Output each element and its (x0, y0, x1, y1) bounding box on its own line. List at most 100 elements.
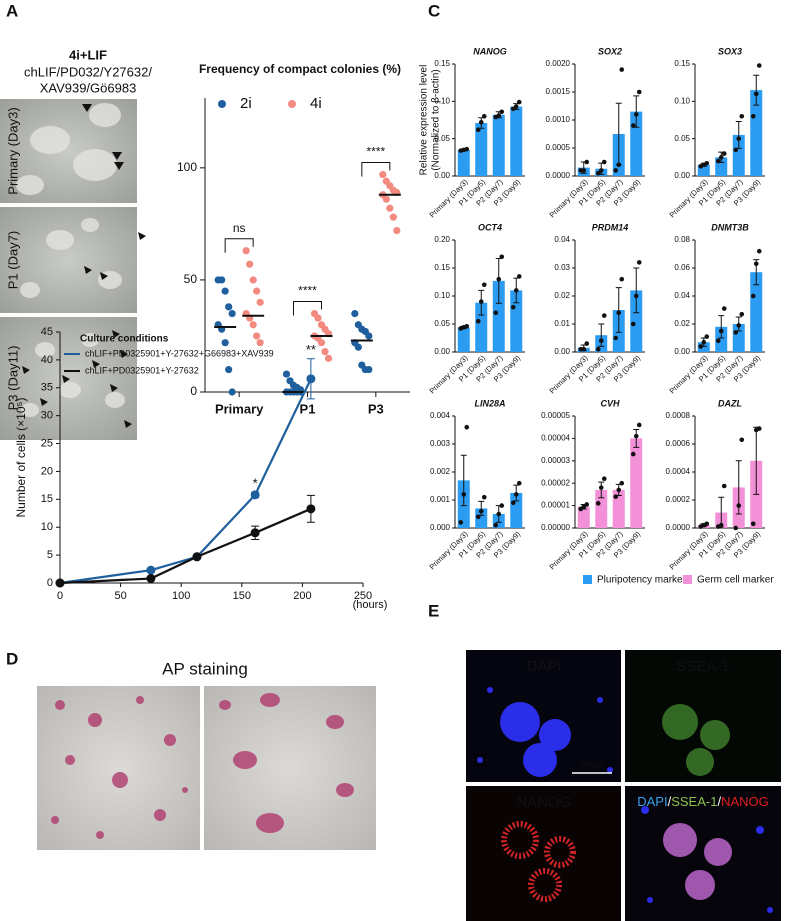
y-tick-label: 100 (177, 160, 197, 174)
y-tick-label: 10 (41, 521, 53, 533)
data-point (718, 328, 724, 334)
data-point (516, 99, 522, 105)
data-point (249, 321, 257, 329)
data-point (481, 494, 487, 500)
legend-label: chLIF+PD0325901+Y-27632+G66983+XAV939 (85, 348, 274, 358)
data-point (753, 91, 759, 97)
data-point (499, 254, 505, 260)
data-point (478, 508, 484, 514)
legend-label: Pluripotency marker (597, 575, 687, 586)
data-point (499, 503, 505, 508)
data-point (510, 304, 516, 310)
x-tick-label: 150 (233, 590, 251, 602)
image-header: 4i+LIF (69, 47, 107, 62)
y-tick-label: 0.004 (430, 411, 451, 420)
subplot-title: SOX3 (718, 46, 742, 56)
data-point (733, 525, 739, 531)
significance-label: * (253, 476, 258, 491)
data-point (613, 168, 619, 173)
fluorescence-images (466, 650, 781, 921)
data-point (393, 227, 401, 235)
x-tick-label: P3 (368, 401, 384, 416)
legend-marker (218, 100, 226, 108)
y-tick-label: 0.00 (554, 347, 570, 356)
data-point (736, 136, 742, 141)
data-point (379, 170, 387, 179)
data-point (736, 323, 742, 328)
data-point (221, 339, 229, 347)
data-point (633, 433, 639, 439)
data-point (756, 248, 762, 254)
data-point (351, 309, 359, 318)
significance-label: ** (306, 342, 316, 357)
data-point (250, 490, 260, 500)
significance-label: ns (233, 221, 246, 235)
bar (697, 164, 710, 176)
data-point (736, 503, 742, 508)
y-tick-label: 5 (47, 549, 53, 561)
data-point (314, 314, 322, 322)
panel-label: D (6, 649, 18, 668)
subplot-title: LIN28A (474, 398, 505, 408)
bar (475, 508, 488, 528)
data-point (481, 113, 487, 119)
y-tick-label: 0 (190, 384, 197, 398)
y-tick-label: 0.00002 (541, 478, 570, 487)
data-point (598, 338, 604, 344)
data-point (733, 147, 739, 153)
merge-part: NANOG (721, 794, 769, 809)
image-row-label: Primary (Day3) (5, 107, 20, 194)
y-tick-label: 50 (184, 272, 198, 286)
data-point (306, 504, 316, 514)
data-point (616, 310, 622, 316)
y-tick-label: 0.00 (434, 171, 450, 180)
data-point (701, 339, 707, 345)
data-point (581, 346, 587, 352)
y-tick-label: 0.00003 (541, 456, 570, 465)
legend-swatch (683, 575, 692, 584)
error-bar (753, 74, 760, 106)
y-tick-label: 0.000 (430, 523, 451, 532)
data-point (584, 159, 590, 165)
data-point (750, 521, 756, 527)
significance-bracket (293, 301, 322, 316)
data-point (382, 195, 390, 203)
data-point (354, 343, 362, 351)
data-point (221, 287, 229, 295)
y-tick-label: 0.20 (434, 235, 450, 244)
y-tick-label: 0.0015 (546, 87, 571, 96)
data-point (756, 426, 762, 431)
y-tick-label: 0.002 (430, 467, 451, 476)
data-point (464, 146, 470, 152)
y-tick-label: 0.10 (434, 96, 450, 105)
y-tick-label: 0.08 (674, 235, 690, 244)
x-tick-label: 100 (172, 590, 190, 602)
data-point (516, 274, 522, 279)
bar (492, 280, 505, 352)
data-point (601, 476, 607, 482)
data-point (306, 374, 316, 384)
y-tick-label: 0.0004 (666, 467, 691, 476)
data-point (256, 298, 264, 306)
stain-label: SSEA-1 (676, 658, 729, 675)
data-point (496, 276, 502, 282)
subplot-title: OCT4 (478, 222, 502, 232)
y-tick-label: 0.0008 (666, 411, 691, 420)
subplot-title: SOX2 (598, 46, 622, 56)
data-point (464, 424, 470, 430)
merge-part: SSEA-1 (671, 794, 717, 809)
error-bar (460, 454, 467, 507)
stain-label: NANOG (516, 794, 571, 811)
data-point (253, 287, 261, 295)
bar (457, 327, 470, 352)
data-point (249, 276, 257, 284)
data-point (464, 323, 470, 329)
data-point (461, 492, 467, 497)
data-point (704, 334, 710, 339)
data-point (475, 318, 481, 324)
data-point (739, 311, 745, 317)
y-tick-label: 0.05 (674, 134, 690, 143)
data-point (704, 161, 710, 166)
series-line (59, 507, 312, 585)
